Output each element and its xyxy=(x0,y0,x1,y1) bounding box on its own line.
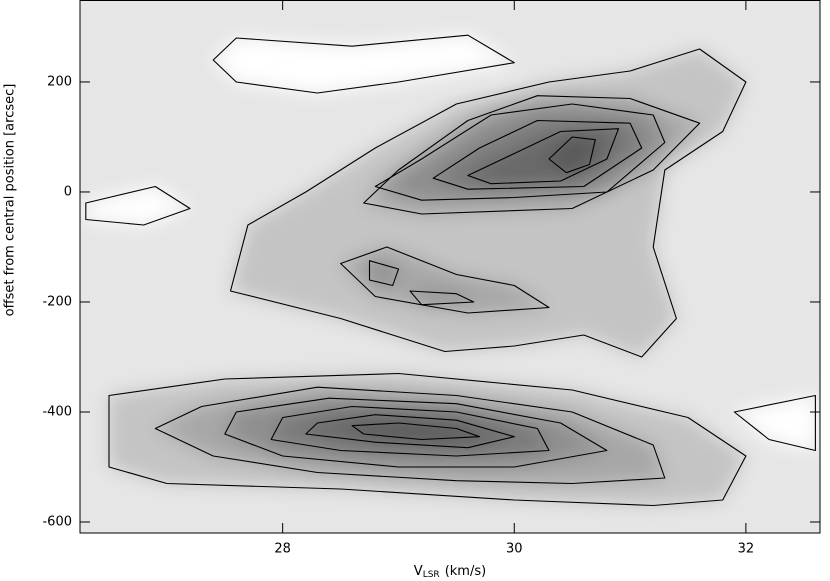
contour-line xyxy=(212,34,515,94)
y-tick-label: -200 xyxy=(42,294,72,309)
contour-fill xyxy=(734,395,816,451)
contour-line xyxy=(108,372,747,507)
contour-line xyxy=(733,394,816,452)
contour-fill xyxy=(369,260,399,286)
contour-line xyxy=(363,95,701,215)
x-axis-title-unit: (km/s) xyxy=(445,564,487,579)
contour-line xyxy=(224,397,608,468)
y-tick-label: 200 xyxy=(47,74,72,89)
contour-line xyxy=(340,246,550,314)
contour-fill xyxy=(340,247,549,313)
y-tick-label: 0 xyxy=(64,184,72,199)
contour-line xyxy=(548,136,596,174)
contour-line xyxy=(351,422,481,441)
x-axis-title: VLSR (km/s) xyxy=(414,564,486,580)
y-tick-label: -400 xyxy=(42,404,72,419)
y-tick-label: -600 xyxy=(42,514,72,529)
x-tick-label: 32 xyxy=(738,542,755,557)
contour-fill xyxy=(213,35,515,93)
contour-fill xyxy=(549,137,596,173)
x-tick-label: 30 xyxy=(506,542,523,557)
shade-group xyxy=(85,35,816,506)
plot-frame xyxy=(79,0,821,534)
contour-line xyxy=(374,103,666,201)
contour-line xyxy=(154,386,666,485)
contour-line xyxy=(409,290,475,306)
contour-line xyxy=(229,48,747,358)
x-axis-title-sub: LSR xyxy=(423,570,440,580)
contour-line xyxy=(85,185,191,226)
contour-line xyxy=(467,128,620,185)
y-axis-title: offset from central position [arcsec] xyxy=(3,84,18,317)
contour-fill xyxy=(85,186,190,225)
contour-line xyxy=(270,405,550,457)
contour-line xyxy=(368,260,400,287)
contour-lines xyxy=(85,34,816,507)
x-tick-label: 28 xyxy=(274,542,291,557)
x-axis-title-main: V xyxy=(414,564,423,579)
contour-line xyxy=(432,119,643,190)
contour-line xyxy=(305,414,515,449)
ticks: 28 30 32 -600 -400 -200 0 200 xyxy=(42,0,820,557)
map-shading xyxy=(80,0,820,533)
